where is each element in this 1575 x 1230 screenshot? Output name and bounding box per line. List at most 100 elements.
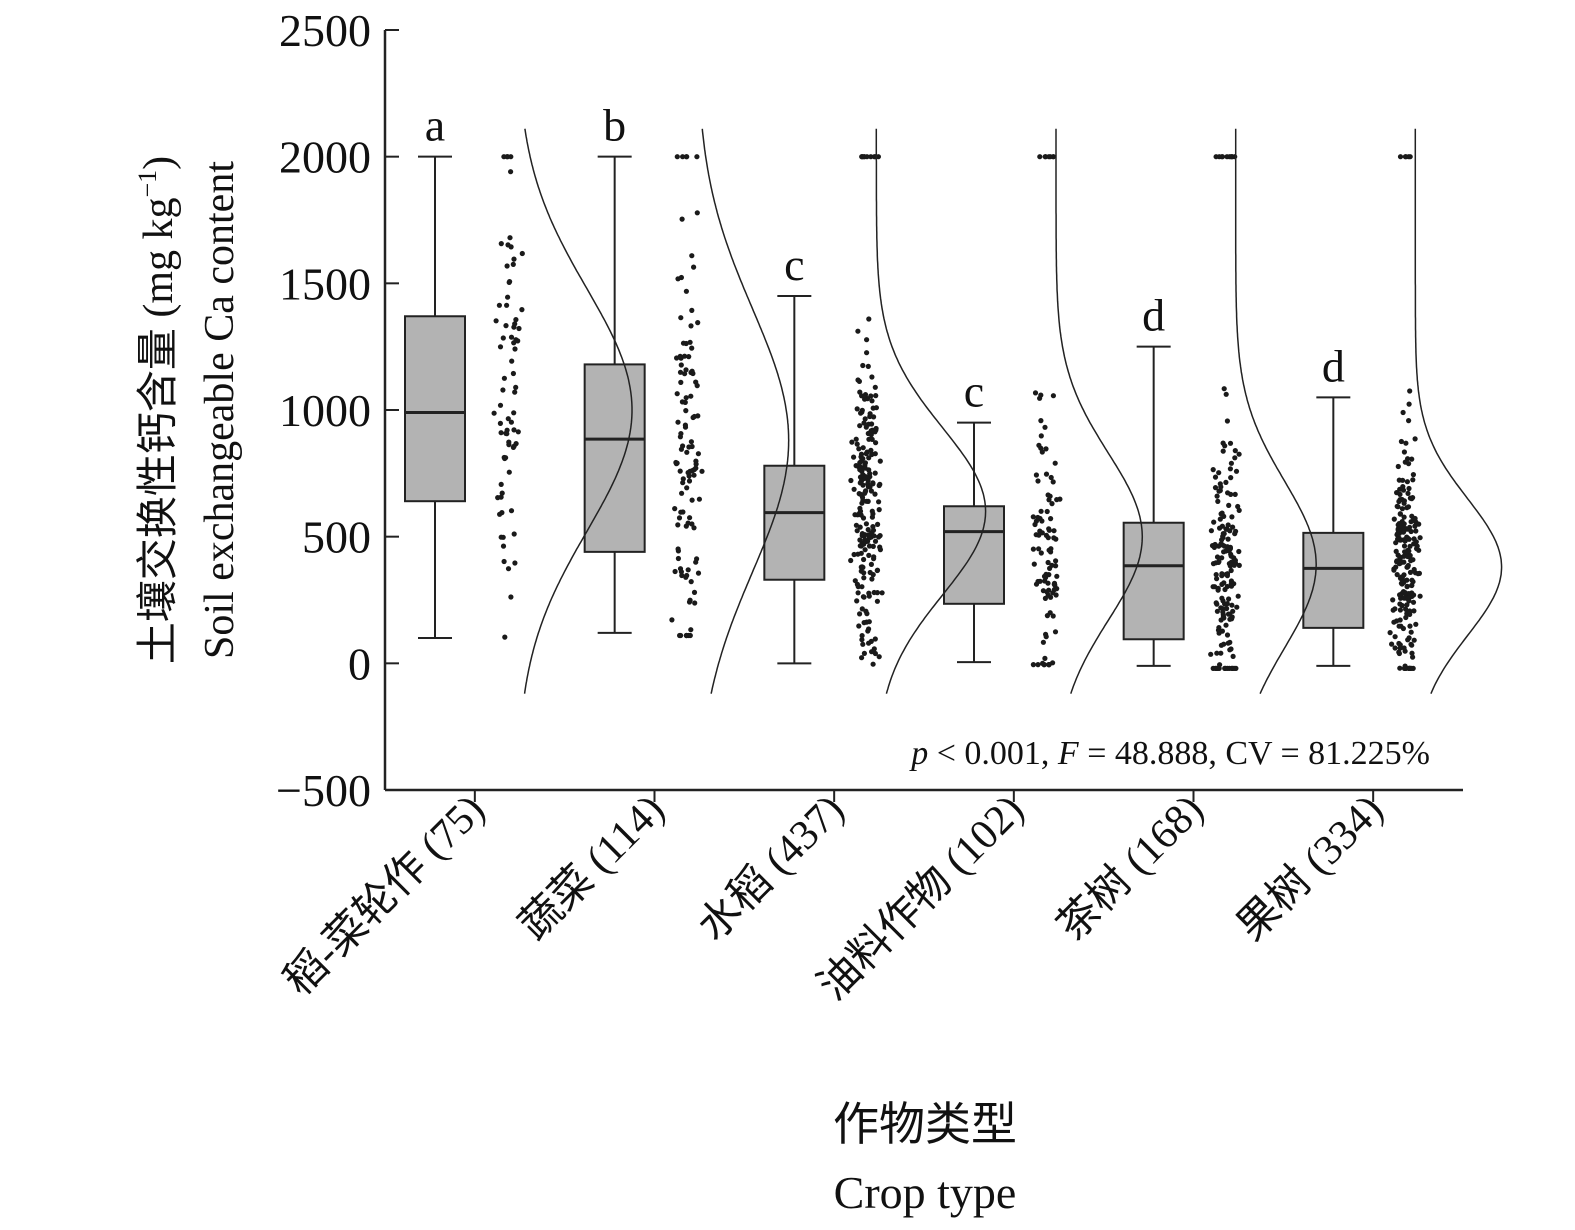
- data-point: [1209, 543, 1216, 549]
- data-point: [686, 354, 692, 360]
- data-point: [1045, 559, 1051, 566]
- data-point: [870, 543, 876, 550]
- data-point: [1033, 581, 1040, 587]
- data-point: [689, 345, 695, 351]
- data-point: [1411, 592, 1417, 598]
- data-point: [866, 640, 872, 646]
- data-point: [513, 317, 519, 323]
- data-point: [864, 350, 870, 356]
- data-point: [516, 325, 522, 332]
- data-point: [1046, 662, 1052, 668]
- data-point: [1407, 623, 1413, 629]
- x-tick-label: 水稻 (437): [690, 787, 854, 951]
- data-point: [1212, 474, 1219, 480]
- data-point: [678, 315, 684, 321]
- data-point: [1231, 665, 1237, 672]
- data-point: [1228, 567, 1234, 574]
- data-point: [870, 527, 877, 533]
- data-point: [864, 154, 870, 160]
- data-point: [858, 491, 864, 497]
- data-point: [502, 634, 508, 640]
- data-point: [1409, 650, 1415, 656]
- data-point: [1397, 665, 1403, 671]
- data-point: [1051, 528, 1057, 534]
- data-point: [674, 154, 680, 160]
- data-point: [1406, 401, 1412, 407]
- data-point: [515, 429, 521, 435]
- box-iqr: [1302, 531, 1365, 629]
- data-point: [1409, 577, 1415, 583]
- data-point: [1036, 546, 1042, 552]
- density-curve: [875, 128, 987, 694]
- data-point: [857, 505, 863, 511]
- data-point: [676, 515, 683, 521]
- data-point: [873, 425, 879, 432]
- data-point: [1224, 601, 1230, 607]
- data-point: [677, 632, 683, 639]
- data-point: [1208, 651, 1214, 657]
- data-point: [1404, 583, 1410, 589]
- y-tick-label: 2500: [279, 5, 371, 56]
- data-point: [865, 527, 871, 533]
- data-point: [1236, 562, 1242, 569]
- data-point: [1401, 525, 1407, 531]
- data-point: [1219, 628, 1225, 634]
- data-point: [504, 263, 510, 269]
- data-point: [1037, 154, 1043, 160]
- data-point: [1392, 634, 1398, 640]
- data-point: [1236, 507, 1242, 513]
- data-point: [1391, 516, 1397, 522]
- data-point: [1038, 418, 1044, 424]
- significance-letter: d: [1322, 340, 1345, 391]
- data-point: [685, 520, 691, 526]
- data-point: [1402, 590, 1408, 596]
- data-point: [861, 420, 867, 426]
- data-point: [1212, 665, 1218, 672]
- data-point: [869, 451, 875, 457]
- data-point: [1040, 660, 1046, 667]
- data-point: [870, 661, 876, 667]
- data-point: [1411, 536, 1417, 542]
- data-point: [1227, 647, 1233, 653]
- data-point: [694, 556, 700, 562]
- data-point: [1410, 599, 1417, 605]
- data-point: [694, 154, 700, 160]
- data-point: [1228, 460, 1234, 466]
- data-point: [1226, 502, 1232, 508]
- jitter-points-group: [491, 154, 1423, 672]
- data-point: [1044, 613, 1050, 619]
- data-point: [504, 154, 510, 160]
- data-point: [1410, 477, 1416, 483]
- density-curve: [523, 128, 633, 694]
- data-point: [1215, 587, 1221, 593]
- data-point: [870, 572, 876, 578]
- y-axis-title-cn: 土壤交换性钙含量 (mg kg−1): [133, 156, 182, 664]
- data-point: [860, 641, 866, 647]
- data-point: [691, 466, 698, 473]
- data-point: [508, 334, 515, 340]
- data-point: [862, 465, 868, 471]
- data-point: [855, 328, 861, 334]
- data-point: [1218, 541, 1224, 547]
- data-point: [872, 491, 878, 497]
- data-point: [877, 547, 884, 553]
- data-point: [869, 421, 875, 427]
- data-point: [699, 468, 705, 474]
- data-point: [861, 650, 868, 657]
- data-point: [1047, 493, 1053, 499]
- data-point: [1402, 154, 1408, 160]
- data-point: [687, 339, 693, 345]
- data-point: [862, 416, 868, 422]
- data-point: [867, 411, 873, 417]
- data-point: [1408, 641, 1414, 647]
- data-point: [849, 439, 855, 445]
- data-point: [684, 154, 690, 160]
- data-point: [508, 594, 514, 600]
- data-point: [1053, 558, 1059, 564]
- density-curve: [1234, 128, 1317, 695]
- data-point: [1053, 563, 1059, 569]
- data-point: [1401, 543, 1408, 549]
- data-point: [874, 598, 881, 604]
- data-point: [1031, 561, 1037, 567]
- data-point: [1235, 593, 1241, 599]
